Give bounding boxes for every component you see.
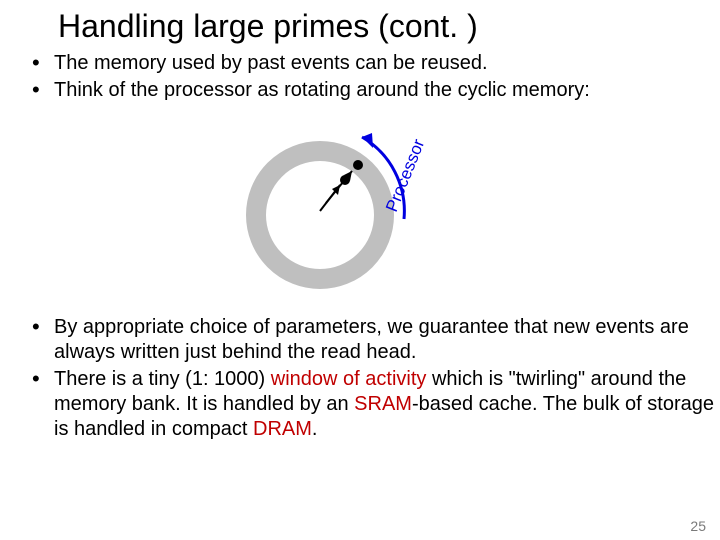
bottom-bullet-list: By appropriate choice of parameters, we … [0, 315, 720, 442]
cyclic-memory-diagram: Processor [0, 105, 720, 315]
highlight-window: window of activity [271, 368, 427, 390]
memory-ring [256, 151, 384, 279]
top-bullet-list: The memory used by past events can be re… [0, 51, 720, 103]
bullet-item: Think of the processor as rotating aroun… [28, 78, 720, 103]
bullet-item: The memory used by past events can be re… [28, 51, 720, 76]
page-number: 25 [690, 518, 706, 534]
highlight-dram: DRAM [253, 418, 312, 440]
text-span: There is a tiny (1: 1000) [54, 368, 271, 390]
bullet-item: By appropriate choice of parameters, we … [28, 315, 720, 365]
event-dot [353, 160, 363, 170]
page-title: Handling large primes (cont. ) [0, 0, 720, 51]
text-span: . [312, 418, 318, 440]
bullet-item: There is a tiny (1: 1000) window of acti… [28, 367, 720, 442]
arrowhead-icon [362, 133, 373, 148]
highlight-sram: SRAM [354, 393, 412, 415]
